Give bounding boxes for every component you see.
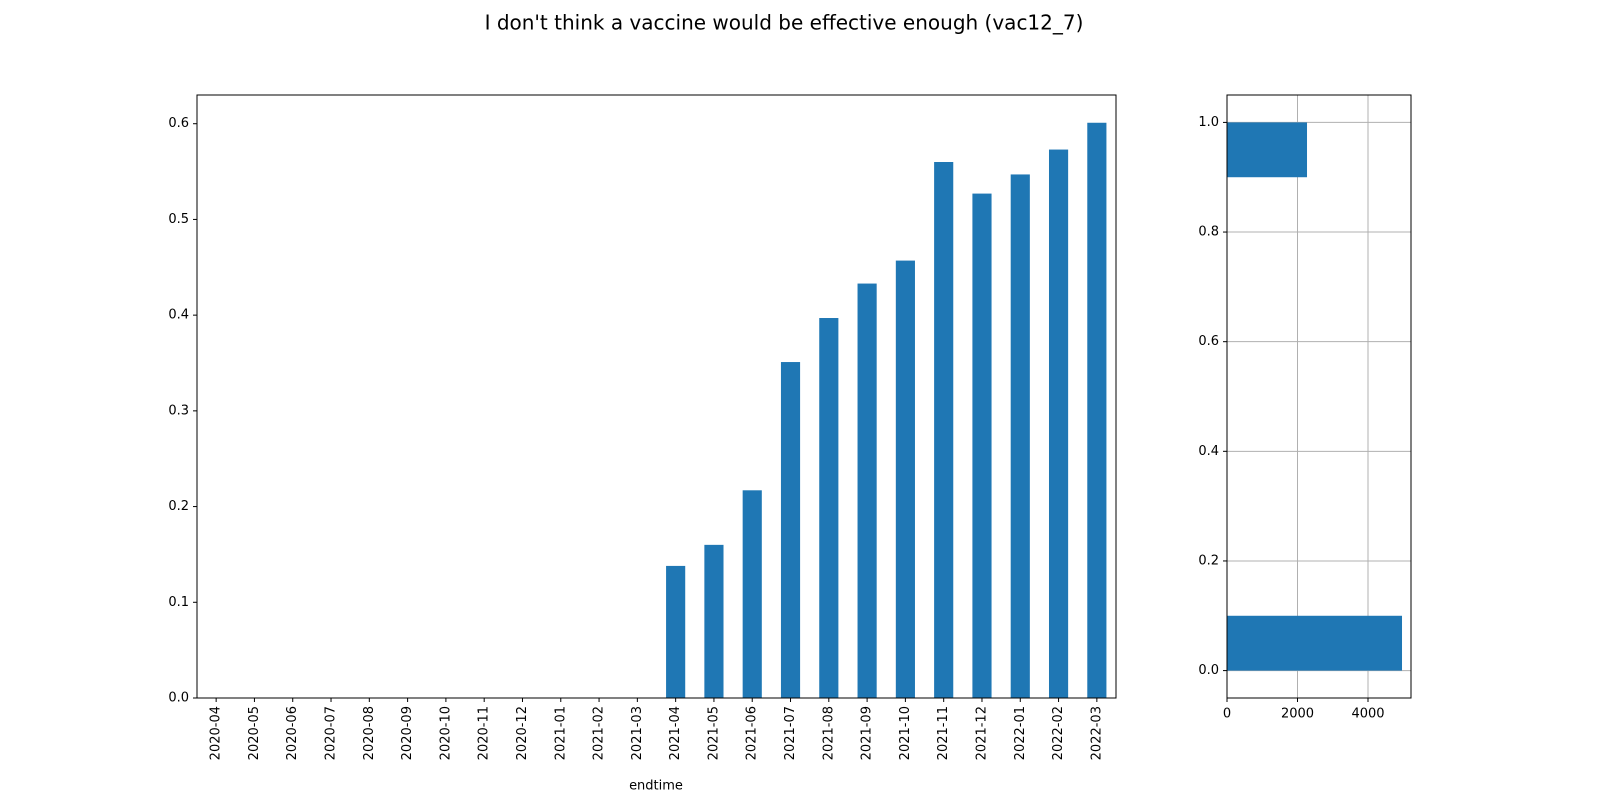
x-tick-label: 2021-05 (706, 706, 721, 760)
y-tick-label: 0.1 (168, 595, 189, 610)
x-tick-label: 2021-02 (592, 706, 607, 760)
x-tick-label: 2022-02 (1051, 706, 1066, 760)
x-tick-label: 2020-11 (477, 706, 492, 760)
x-tick-label: 2020-04 (209, 706, 224, 760)
x-tick-label: 2022-01 (1013, 706, 1028, 760)
x-tick-label: 2021-06 (745, 706, 760, 760)
chart-title: I don't think a vaccine would be effecti… (485, 11, 1084, 35)
x-tick-label: 2020-08 (362, 706, 377, 760)
x-tick-label: 2020-06 (285, 706, 300, 760)
y-tick-label: 0.2 (168, 499, 189, 514)
y-tick-label: 1.0 (1198, 115, 1219, 130)
histogram-bar (1227, 122, 1308, 178)
y-tick-label: 0.8 (1198, 225, 1219, 240)
y-tick-label: 0.0 (168, 691, 189, 706)
y-tick-label: 0.6 (168, 116, 189, 131)
histogram-bar (1227, 615, 1403, 671)
x-tick-label: 2020-09 (400, 706, 415, 760)
bar (780, 362, 801, 698)
plot-frame (196, 94, 1117, 699)
y-tick-label: 0.0 (1198, 663, 1219, 678)
bar (666, 565, 686, 698)
bar (972, 193, 992, 699)
bar (742, 490, 762, 698)
x-tick-label: 2021-03 (630, 706, 645, 760)
x-tick-label: 2021-08 (821, 706, 836, 760)
bar (857, 283, 877, 698)
bar (704, 544, 724, 698)
x-tick-label: 2021-01 (553, 706, 568, 760)
bar (819, 318, 839, 698)
x-tick-label: 2021-09 (860, 706, 875, 760)
x-tick-label: 2020-05 (247, 706, 262, 760)
y-tick-label: 0.4 (1198, 444, 1219, 459)
bar (895, 260, 915, 698)
y-tick-label: 0.4 (168, 308, 189, 323)
bar (1087, 122, 1107, 698)
bar (1010, 174, 1030, 698)
x-tick-label: 2021-04 (668, 706, 683, 760)
x-axis-label: endtime (629, 779, 683, 794)
plot-frame (1226, 94, 1412, 699)
x-tick-label: 4000 (1351, 707, 1384, 722)
x-tick-label: 2020-07 (324, 706, 339, 760)
x-tick-label: 2021-12 (974, 706, 989, 760)
y-tick-label: 0.5 (168, 212, 189, 227)
x-tick-label: 2022-03 (1089, 706, 1104, 760)
x-tick-label: 2020-10 (438, 706, 453, 760)
x-tick-label: 2000 (1281, 707, 1314, 722)
y-tick-label: 0.2 (1198, 553, 1219, 568)
x-tick-label: 2020-12 (515, 706, 530, 760)
y-tick-label: 0.6 (1198, 334, 1219, 349)
x-tick-label: 2021-11 (936, 706, 951, 760)
bar (1048, 149, 1069, 699)
bar (934, 162, 954, 698)
x-tick-label: 2021-07 (783, 706, 798, 760)
x-tick-label: 2021-10 (898, 706, 913, 760)
x-tick-label: 0 (1223, 707, 1231, 722)
y-tick-label: 0.3 (168, 403, 189, 418)
